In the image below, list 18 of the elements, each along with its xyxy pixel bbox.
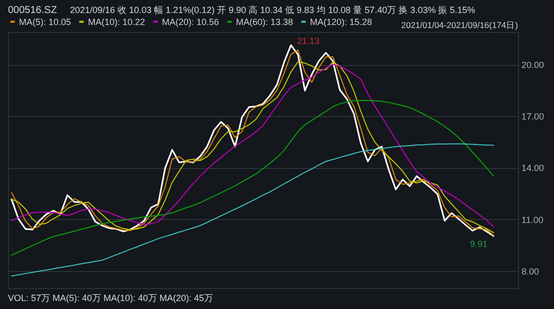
legend-label: MA(5): 10.05 [19,16,72,27]
y-tick-label: 17.00 [522,112,544,122]
text: 2021/01/04-2021/09/16(174日) [401,20,518,30]
text: VOL: 57万 MA(5): 40万 MA(10): 40万 MA(20): 45万 [8,293,214,303]
line-series [10,143,494,276]
legend-label: MA(60): 13.38 [236,16,294,27]
y-tick-label: 8.00 [522,266,540,276]
y-tick-label: 14.00 [522,163,544,174]
legend-label: MA(20): 10.56 [162,16,220,27]
legend-label: MA(10): 10.22 [88,16,146,27]
legend-label: MA(120): 15.28 [310,16,372,27]
line-series [10,100,494,256]
y-tick-label: 20.00 [522,60,544,70]
chart-subtitle: 2021/09/16 收 10.03 幅 1.21%(0.12) 开 9.90 高 10.34 低 9.83 均 10.08 量 57.40万 换 3.03% 振 5.15% [70,5,476,15]
chart-title: 000516.SZ [8,5,57,16]
annotation: 21.13 [296,36,320,46]
annotation: 9.91 [470,238,488,249]
y-tick-label: 11.00 [522,214,544,225]
